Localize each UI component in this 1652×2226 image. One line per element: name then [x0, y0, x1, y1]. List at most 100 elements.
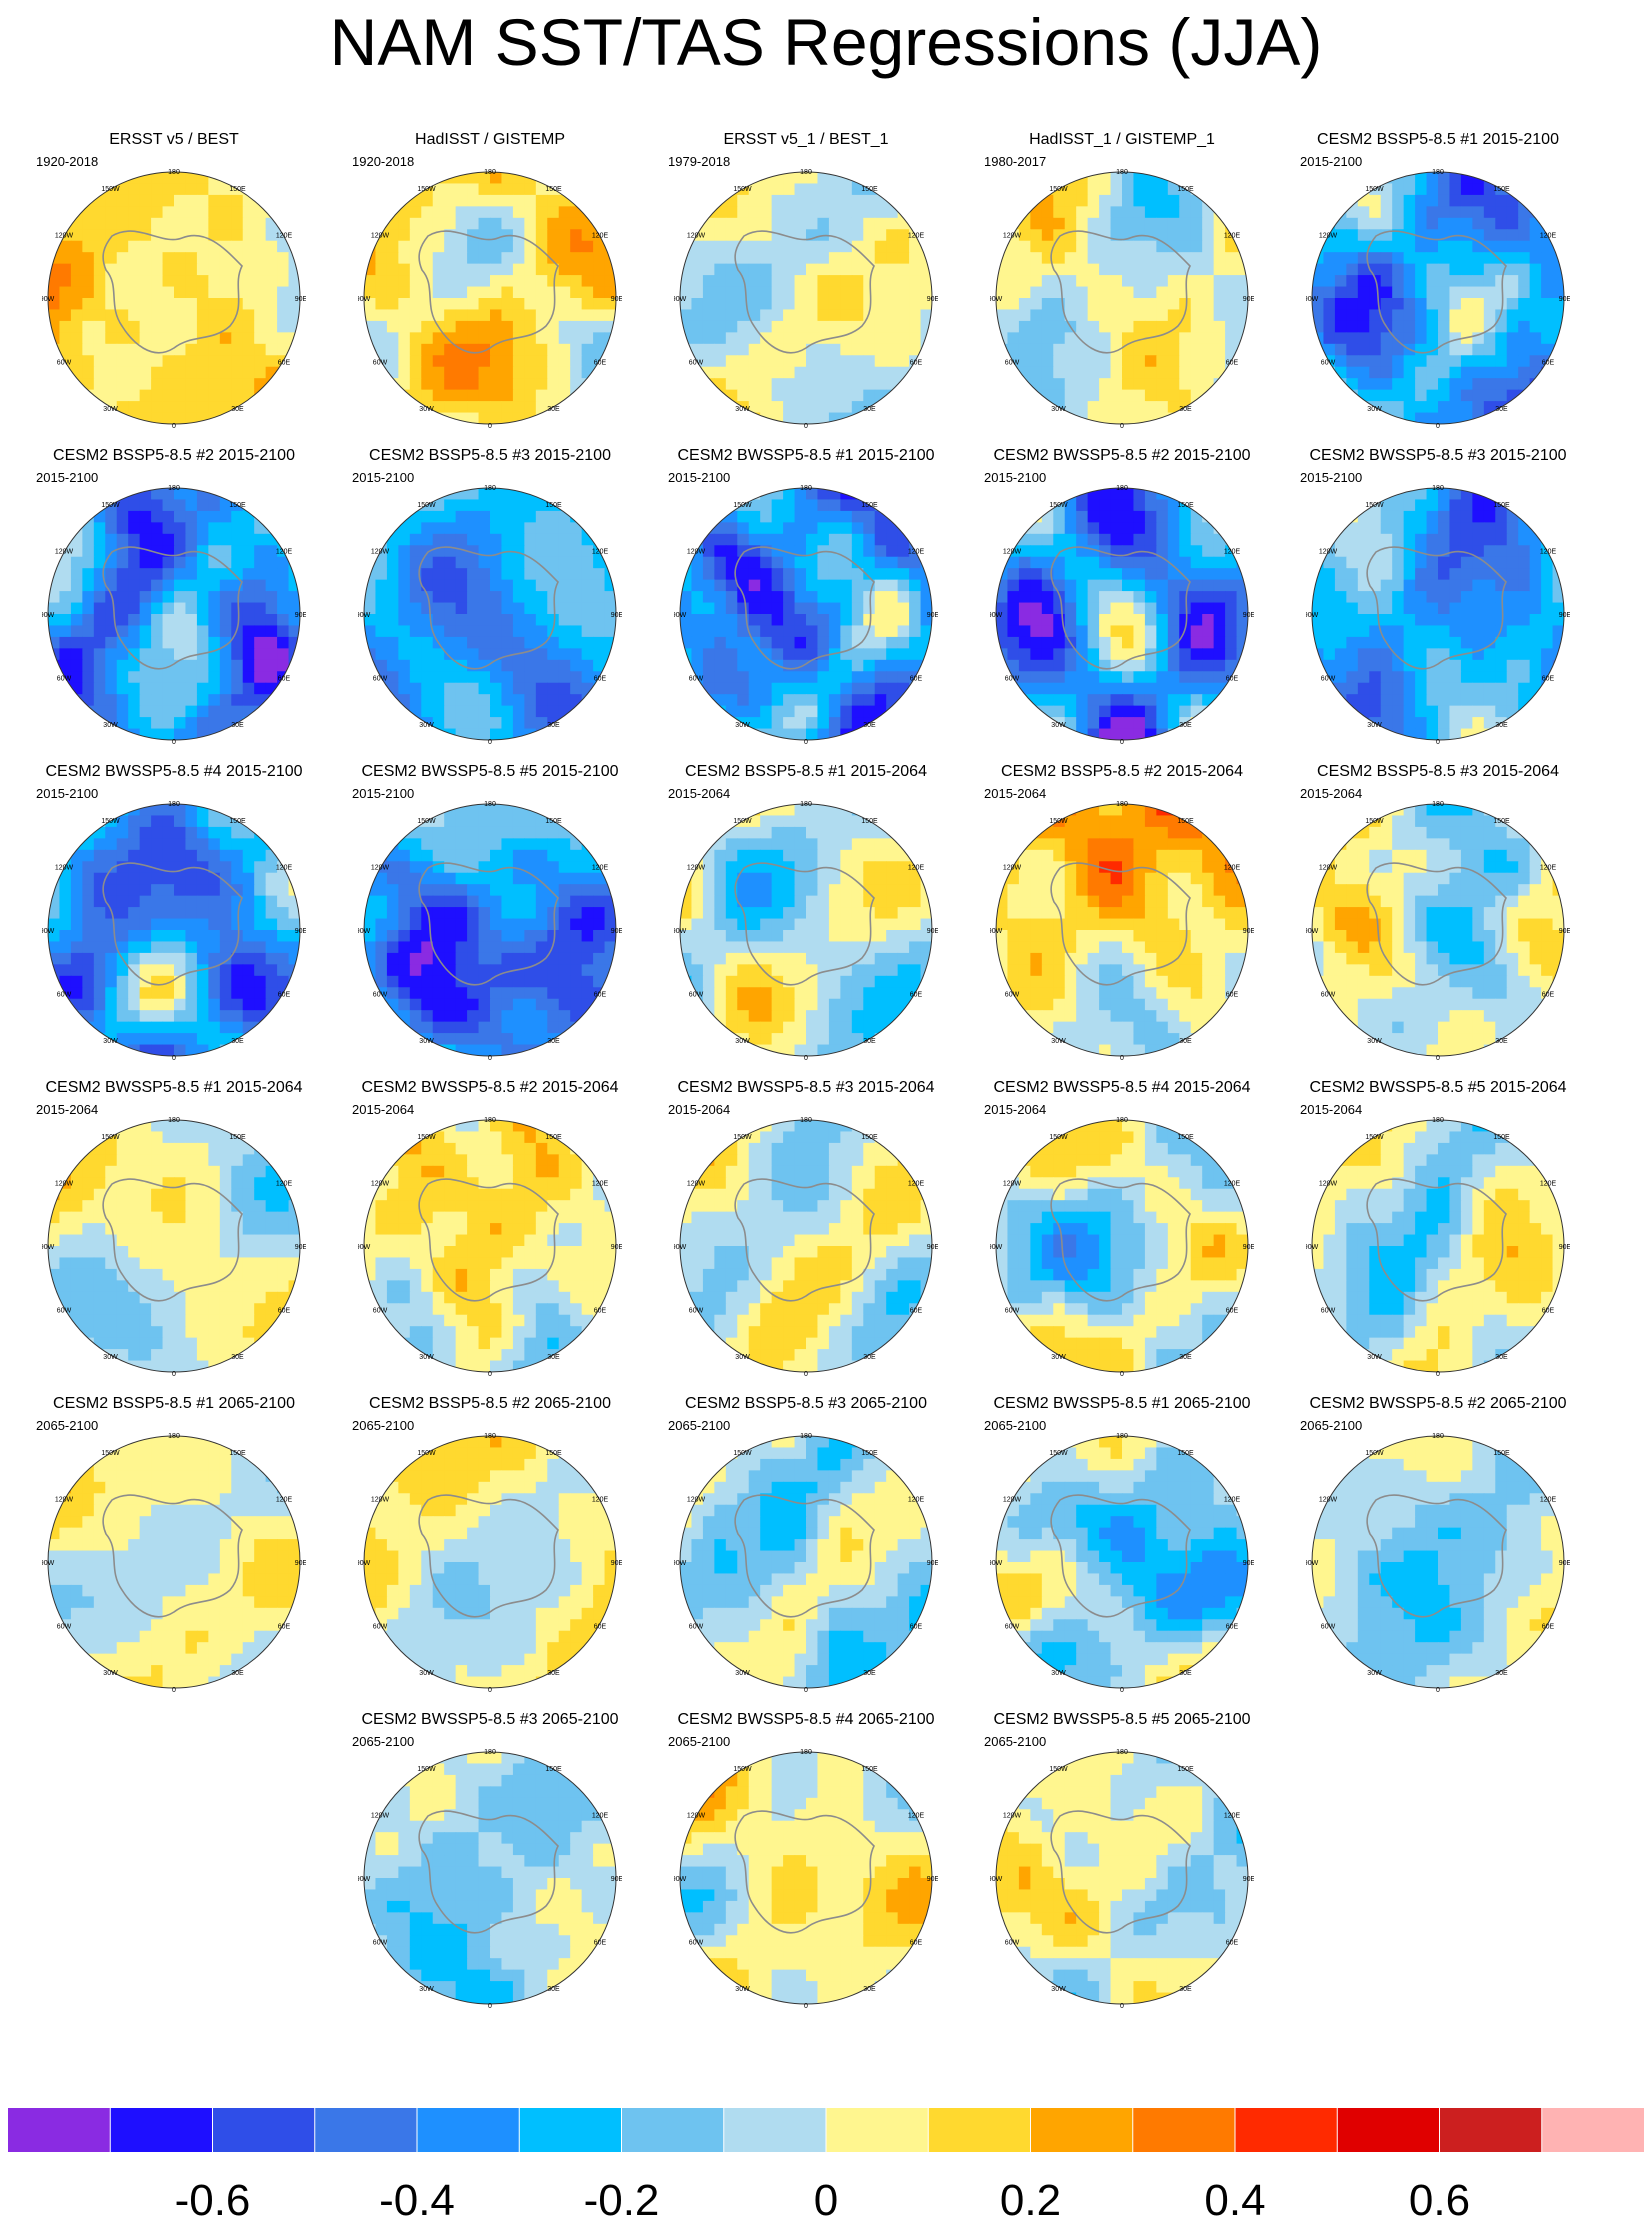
field-cell: [1030, 579, 1043, 592]
field-cell: [1087, 694, 1100, 707]
field-cell: [151, 275, 164, 288]
field-cell: [93, 309, 106, 322]
field-cell: [501, 320, 514, 333]
field-cell: [1213, 355, 1226, 368]
field-cell: [1518, 545, 1531, 558]
field-cell: [219, 252, 232, 265]
field-cell: [1334, 488, 1347, 501]
field-cell: [242, 659, 255, 672]
field-cell: [1190, 591, 1203, 604]
field-cell: [1167, 401, 1180, 414]
field-cell: [208, 488, 221, 501]
field-cell: [806, 309, 819, 322]
field-cell: [1380, 602, 1393, 615]
field-cell: [593, 401, 606, 414]
field-cell: [1380, 183, 1393, 196]
field-cell: [794, 568, 807, 581]
field-cell: [421, 545, 434, 558]
field-cell: [1541, 717, 1554, 730]
field-cell: [535, 591, 548, 604]
field-cell: [691, 183, 704, 196]
field-cell: [1167, 320, 1180, 333]
field-cell: [59, 636, 72, 649]
field-cell: [886, 510, 899, 523]
field-cell: [570, 671, 583, 684]
field-cell: [794, 206, 807, 219]
field-cell: [490, 488, 503, 501]
field-cell: [277, 343, 290, 356]
field-cell: [398, 636, 411, 649]
field-cell: [1167, 240, 1180, 253]
field-cell: [680, 659, 693, 672]
field-cell: [1426, 659, 1439, 672]
polar-map: 180150E120E90E60E30E030W60W90W120W150W: [358, 485, 622, 746]
field-cell: [581, 183, 594, 196]
field-cell: [748, 671, 761, 684]
field-cell: [174, 355, 187, 368]
field-cell: [760, 591, 773, 604]
field-cell: [593, 183, 606, 196]
field-cell: [748, 488, 761, 501]
field-cell: [421, 522, 434, 535]
map-panel: CESM2 BWSSP5-8.5 #1 2015-2100 2015-2100 18…: [656, 446, 956, 746]
field-cell: [1053, 194, 1066, 207]
field-cell: [139, 568, 152, 581]
field-cell: [714, 217, 727, 230]
field-cell: [1087, 625, 1100, 638]
field-cell: [1202, 728, 1215, 740]
field-cell: [1312, 614, 1325, 627]
field-cell: [265, 568, 278, 581]
field-cell: [1460, 355, 1473, 368]
field-cell: [909, 636, 922, 649]
field-cell: [242, 332, 255, 345]
field-cell: [581, 240, 594, 253]
field-cell: [771, 194, 784, 207]
field-cell: [1190, 659, 1203, 672]
field-cell: [1202, 579, 1215, 592]
field-cell: [59, 401, 72, 414]
field-cell: [386, 183, 399, 196]
longitude-label: 150W: [417, 502, 436, 509]
field-cell: [398, 659, 411, 672]
field-cell: [1426, 298, 1439, 311]
field-cell: [1225, 717, 1238, 730]
field-cell: [1483, 366, 1496, 379]
field-cell: [794, 648, 807, 661]
field-cell: [1202, 545, 1215, 558]
field-cell: [1179, 694, 1192, 707]
field-cell: [444, 240, 457, 253]
field-cell: [886, 568, 899, 581]
field-cell: [1225, 728, 1238, 740]
field-cell: [1236, 625, 1248, 638]
field-cell: [82, 648, 95, 661]
field-cell: [1380, 309, 1393, 322]
field-cell: [59, 625, 72, 638]
field-cell: [1541, 194, 1554, 207]
field-cell: [547, 320, 560, 333]
field-cell: [501, 579, 514, 592]
field-cell: [1190, 728, 1203, 740]
field-cell: [1506, 343, 1519, 356]
field-cell: [1483, 625, 1496, 638]
field-cell: [1064, 194, 1077, 207]
field-cell: [116, 217, 129, 230]
field-cell: [783, 275, 796, 288]
field-cell: [1122, 682, 1135, 695]
field-cell: [1018, 510, 1031, 523]
field-cell: [1323, 252, 1336, 265]
field-cell: [1483, 717, 1496, 730]
field-cell: [1190, 320, 1203, 333]
field-cell: [139, 636, 152, 649]
field-cell: [806, 172, 819, 185]
field-cell: [771, 522, 784, 535]
field-cell: [604, 717, 616, 730]
field-cell: [1346, 298, 1359, 311]
field-cell: [105, 355, 118, 368]
field-cell: [139, 682, 152, 695]
field-cell: [93, 332, 106, 345]
field-cell: [897, 522, 910, 535]
field-cell: [524, 510, 537, 523]
field-cell: [116, 275, 129, 288]
field-cell: [409, 412, 422, 424]
field-cell: [277, 194, 290, 207]
